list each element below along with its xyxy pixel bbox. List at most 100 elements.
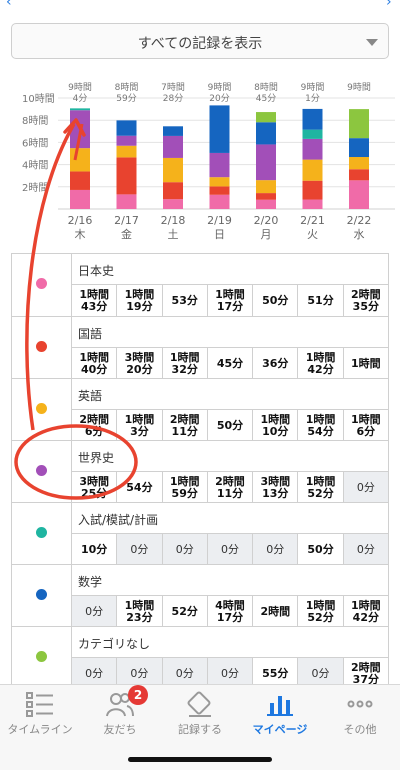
day-value-cell: 2時間 11分 [206, 472, 252, 503]
bar-segment [163, 182, 183, 200]
bar-segment [302, 180, 323, 200]
bar-total-hours: 9時間 [301, 82, 325, 93]
x-weekday-label: 金 [121, 227, 132, 241]
day-value-cell: 10分 [80, 542, 108, 556]
bar-segment [116, 135, 137, 146]
record-filter-select[interactable]: すべての記録を表示 [11, 23, 389, 59]
subject-color-dot [36, 651, 47, 662]
day-value-cell: 3時間 13分 [252, 472, 297, 503]
day-value-cell: 0分 [72, 658, 117, 689]
color-cell [12, 503, 72, 565]
color-cell [12, 379, 72, 441]
day-value-cell: 1時間 19分 [116, 285, 161, 316]
bar-segment [349, 157, 369, 170]
day-value-cell: 54分 [116, 472, 161, 503]
subject-row[interactable]: 世界史 3時間 25分 54分 1時間 59分 2時間 11分 3時間 13分 1時間 52… [12, 440, 388, 503]
x-date-label: 2/22 [347, 214, 372, 227]
day-value-cell: 1時間 17分 [206, 285, 252, 316]
subject-row[interactable]: 英語 2時間 6分 1時間 3分 2時間 11分 50分 1時間 10分 1時間 54分 1時… [12, 378, 388, 441]
bar-segment [209, 194, 230, 209]
bar-total-minutes: 45分 [256, 93, 276, 104]
bar-segment [163, 135, 183, 158]
subject-row[interactable]: 国語 1時間 40分 3時間 20分 1時間 32分 45分 36分 1時間 42分 1時間 [12, 316, 388, 379]
tab-chart[interactable]: マイページ [240, 685, 320, 745]
bar-segment [209, 152, 230, 178]
day-value-cell: 45分 [206, 348, 252, 379]
tab-label: 友だち [103, 723, 137, 736]
daily-values: 3時間 25分 54分 1時間 59分 2時間 11分 3時間 13分 1時間 52分 0分 [72, 471, 388, 503]
subject-row[interactable]: カテゴリなし 0分 0分 0分 0分 55分 0分 2時間 37分 [12, 626, 388, 689]
bar-segment [256, 144, 276, 181]
prev-arrow-icon[interactable]: ‹ [6, 0, 12, 10]
daily-values: 1時間 40分 3時間 20分 1時間 32分 45分 36分 1時間 42分 1時間 [72, 347, 388, 379]
top-nav-strip: ‹ › [0, 0, 400, 14]
day-value-cell: 0分 [342, 472, 388, 503]
home-indicator [128, 757, 272, 762]
subject-row[interactable]: 日本史 1時間 43分 1時間 19分 53分 1時間 17分 50分 51分 2時間 35分 [12, 254, 388, 316]
day-value-cell: 1時間 40分 [79, 350, 109, 376]
daily-values: 1時間 43分 1時間 19分 53分 1時間 17分 50分 51分 2時間 35分 [72, 284, 388, 316]
bar-total-hours: 8時間 [254, 82, 278, 93]
tab-label: タイムライン [7, 723, 73, 736]
record-filter-label: すべての記録を表示 [137, 36, 263, 52]
bar-total-minutes: 20分 [209, 93, 229, 104]
day-value-cell: 0分 [161, 658, 207, 689]
day-value-cell: 0分 [297, 658, 343, 689]
y-tick-label: 2時間 [22, 182, 48, 194]
list-icon [25, 691, 55, 717]
bar-segment [209, 177, 230, 187]
bar-segment [302, 108, 323, 130]
color-cell [12, 627, 72, 689]
day-value-cell: 0分 [116, 534, 162, 565]
x-weekday-label: 土 [168, 228, 179, 241]
day-value-cell: 0分 [72, 596, 117, 627]
tab-list[interactable]: タイムライン [0, 685, 80, 745]
bar-total-hours: 8時間 [115, 82, 139, 93]
day-value-cell: 50分 [252, 285, 297, 316]
day-value-cell: 0分 [206, 534, 253, 565]
chevron-down-icon [366, 39, 378, 46]
next-arrow-icon[interactable]: › [386, 0, 392, 10]
bar-segment [302, 199, 323, 209]
bar-segment [163, 126, 183, 136]
day-value-cell: 1時間 23分 [116, 596, 161, 627]
day-value-cell: 1時間 54分 [297, 410, 342, 441]
day-value-cell: 36分 [252, 348, 297, 379]
bar-total-minutes: 28分 [163, 93, 183, 104]
day-value-cell: 2時間 35分 [342, 285, 388, 316]
bar-segment [70, 171, 90, 190]
day-value-cell: 2時間 37分 [342, 658, 388, 689]
bar-segment [256, 122, 276, 145]
subject-name: 世界史 [78, 451, 115, 465]
bar-total-hours: 9時間 [68, 82, 92, 93]
subject-row[interactable]: 数学 0分 1時間 23分 52分 4時間 17分 2時間 1時間 52分 1時間 42分 [12, 564, 388, 627]
y-tick-label: 10時間 [22, 93, 55, 105]
day-value-cell: 4時間 17分 [206, 596, 252, 627]
bar-segment [256, 180, 276, 194]
x-weekday-label: 木 [75, 228, 86, 241]
bar-segment [302, 138, 323, 160]
day-value-cell: 50分 [206, 410, 252, 441]
x-date-label: 2/16 [68, 214, 93, 227]
bar-segment [349, 109, 369, 139]
day-value-cell: 0分 [342, 534, 388, 565]
subject-row[interactable]: 入試/模試/計画 10分 0分 0分 0分 0分 50分 0分 [12, 502, 388, 565]
daily-values: 0分 1時間 23分 52分 4時間 17分 2時間 1時間 52分 1時間 42分 [72, 595, 388, 627]
day-value-cell: 3時間 20分 [116, 348, 161, 379]
tab-more[interactable]: その他 [320, 685, 400, 745]
bar-segment [209, 105, 230, 153]
subject-name: 日本史 [78, 264, 115, 278]
bar-segment [70, 189, 90, 209]
x-weekday-label: 火 [307, 228, 318, 241]
day-value-cell: 0分 [161, 534, 207, 565]
day-value-cell: 0分 [116, 658, 162, 689]
day-value-cell: 1時間 59分 [161, 472, 207, 503]
subject-name: カテゴリなし [78, 637, 151, 651]
day-value-cell: 1時間 [342, 348, 388, 379]
tab-record[interactable]: 記録する [160, 685, 240, 745]
tab-friends[interactable]: 友だち 2 [80, 685, 160, 745]
y-tick-label: 4時間 [22, 160, 48, 172]
bar-total-minutes: 4分 [73, 93, 88, 104]
day-value-cell: 0分 [252, 534, 298, 565]
x-date-label: 2/18 [161, 214, 186, 227]
